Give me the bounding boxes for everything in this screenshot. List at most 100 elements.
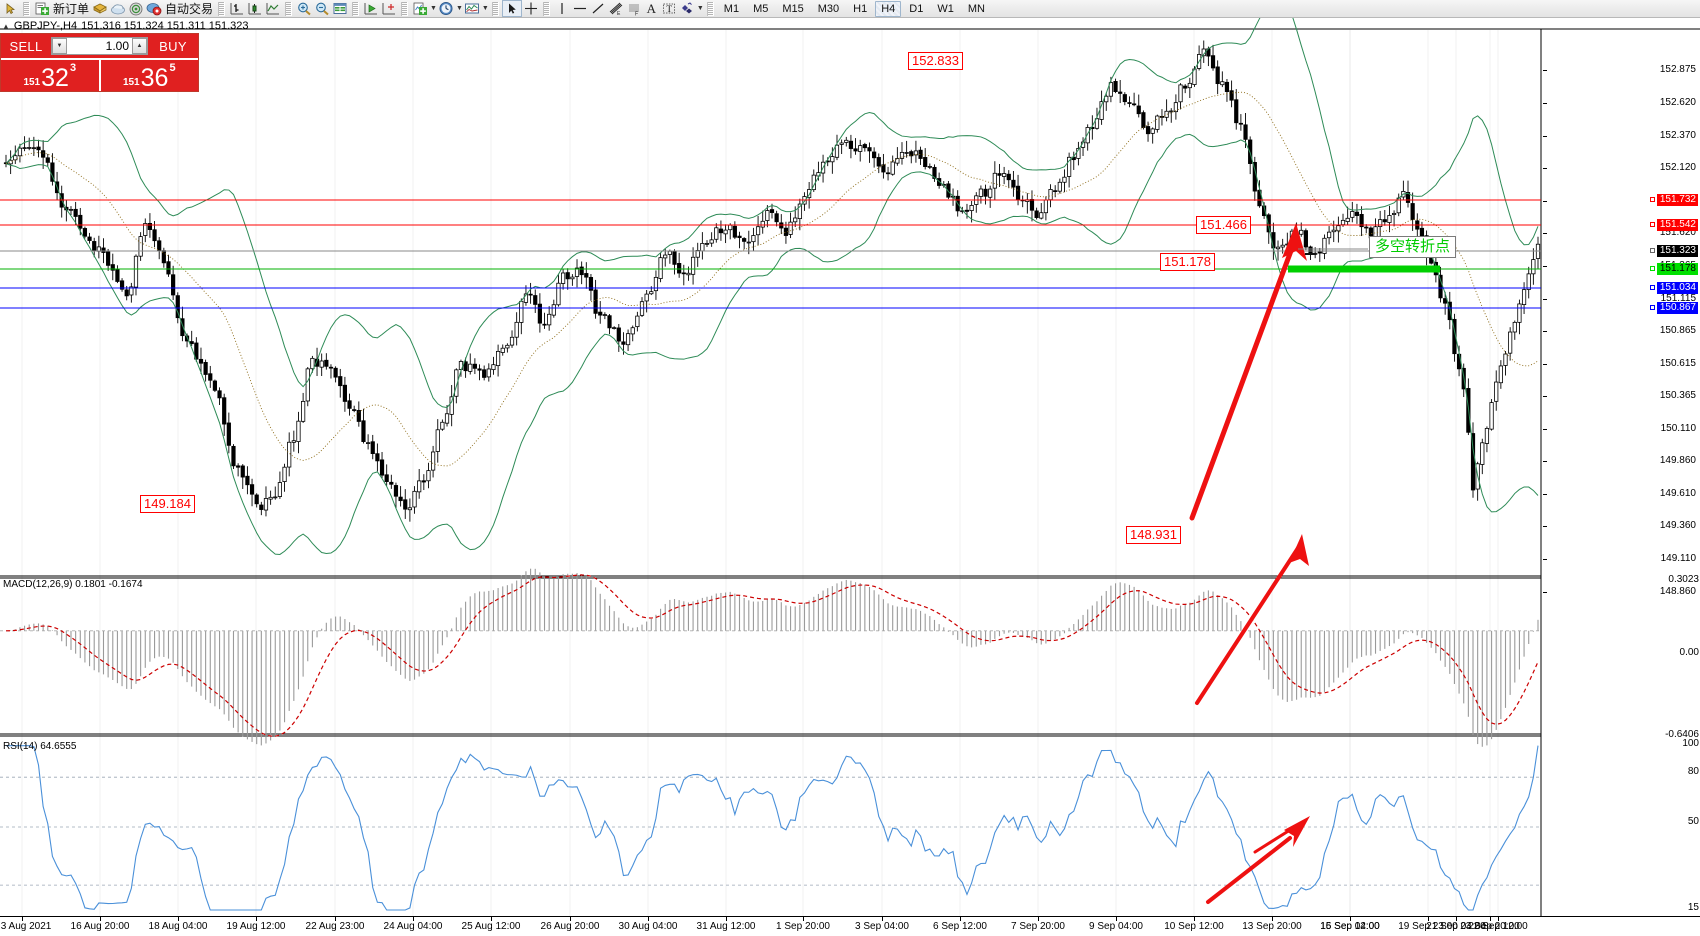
time-tick — [256, 917, 257, 921]
timeframe-h1[interactable]: H1 — [853, 2, 868, 15]
price-line-label-151178[interactable]: 151.178 — [1649, 263, 1698, 275]
annotation-151178[interactable]: 151.178 — [1160, 253, 1215, 271]
candlestick-chart-icon[interactable] — [246, 0, 264, 17]
trendline-icon[interactable] — [589, 0, 607, 17]
time-label: 16 Sep 12:00 — [1320, 921, 1380, 932]
template-dropdown-caret-icon[interactable]: ▼ — [481, 5, 489, 12]
price-tick-mark — [1543, 103, 1547, 104]
bid-price-label[interactable]: 151.323 — [1649, 245, 1698, 257]
vertical-line-icon[interactable] — [553, 0, 571, 17]
shapes-icon[interactable] — [678, 0, 696, 17]
annotation-low-149184[interactable]: 149.184 — [140, 495, 195, 513]
crosshair-icon[interactable] — [522, 0, 540, 17]
time-tick — [178, 917, 179, 921]
price-line-handle[interactable] — [1649, 222, 1655, 227]
timeframe-h4[interactable]: H4 — [875, 0, 902, 17]
price-line-label-151034[interactable]: 151.034 — [1649, 282, 1698, 294]
text-label-icon[interactable]: A — [646, 0, 657, 16]
add-indicator-icon[interactable] — [411, 0, 429, 17]
toolbar-separator-8 — [706, 1, 714, 16]
chart-shift-icon[interactable] — [380, 0, 398, 17]
data-grid-icon[interactable] — [331, 0, 349, 17]
zoom-in-icon[interactable] — [295, 0, 313, 17]
terminal-icon[interactable] — [91, 0, 109, 17]
collapse-arrow-icon[interactable]: ▲ — [2, 21, 10, 31]
annotation-151466[interactable]: 151.466 — [1196, 216, 1251, 234]
annotation-high-152833[interactable]: 152.833 — [908, 52, 963, 70]
line-chart-icon[interactable] — [264, 0, 282, 17]
auto-scroll-icon[interactable] — [362, 0, 380, 17]
sell-price-display[interactable]: 151 32 3 — [1, 58, 101, 91]
annotation-turning-point[interactable]: 多空转折点 — [1369, 236, 1457, 258]
timeframe-m1[interactable]: M1 — [723, 2, 740, 15]
volume-increase-icon[interactable]: ▲ — [132, 38, 147, 54]
price-tick-152620: 152.620 — [1659, 97, 1696, 108]
price-tick-mark — [1543, 233, 1547, 234]
timeframe-m30[interactable]: M30 — [817, 2, 840, 15]
time-label: 9 Sep 04:00 — [1089, 921, 1143, 932]
timeframe-mn[interactable]: MN — [967, 2, 985, 15]
timeframe-w1[interactable]: W1 — [937, 2, 954, 15]
price-line-handle[interactable] — [1649, 305, 1655, 310]
zoom-out-icon[interactable] — [313, 0, 331, 17]
toolbar-separator-2 — [218, 1, 226, 16]
template-icon[interactable] — [463, 0, 481, 17]
period-clock-icon[interactable] — [437, 0, 455, 17]
price-line-handle[interactable] — [1649, 266, 1655, 271]
new-order-icon[interactable] — [33, 0, 51, 17]
autotrading-icon[interactable] — [145, 0, 163, 17]
price-tick-mark — [1543, 168, 1547, 169]
sell-price-big: 32 — [41, 64, 69, 92]
market-watch-icon[interactable] — [109, 0, 127, 17]
time-tick — [803, 917, 804, 921]
rsi-level-50: 50 — [1687, 816, 1699, 827]
buy-price-display[interactable]: 151 36 5 — [100, 58, 198, 91]
text-box-icon[interactable]: T — [660, 0, 678, 17]
time-axis: 3 Aug 2021 16 Aug 20:00 18 Aug 04:00 19 Aug… — [0, 916, 1700, 936]
timeframe-m15[interactable]: M15 — [782, 2, 804, 15]
price-tick-mark — [1543, 331, 1547, 332]
buy-button[interactable]: BUY — [159, 38, 187, 54]
price-line-label-150867[interactable]: 150.867 — [1649, 302, 1698, 314]
equidistant-channel-icon[interactable]: E — [607, 0, 625, 17]
svg-text:E: E — [617, 11, 621, 16]
period-dropdown-caret-icon[interactable]: ▼ — [455, 5, 463, 12]
time-tick — [1272, 917, 1273, 921]
cursor-arrow-icon[interactable] — [501, 0, 522, 17]
price-line-handle[interactable] — [1649, 197, 1655, 202]
rsi-title: RSI(14) 64.6555 — [3, 741, 77, 752]
indicator-dropdown-caret-icon[interactable]: ▼ — [430, 5, 437, 12]
pointer-tool-icon[interactable] — [2, 0, 20, 17]
horizontal-line-icon[interactable] — [571, 0, 589, 17]
bar-chart-icon[interactable] — [228, 0, 246, 17]
volume-stepper[interactable]: ▼ 1.00 ▲ — [51, 37, 148, 55]
price-tick-150110: 150.110 — [1660, 423, 1696, 434]
time-label: 31 Aug 12:00 — [696, 921, 756, 932]
volume-value[interactable]: 1.00 — [105, 39, 129, 53]
price-line-handle[interactable] — [1649, 248, 1655, 253]
toolbar-separator-7 — [542, 1, 550, 16]
macd-title: MACD(12,26,9) 0.1801 -0.1674 — [3, 579, 143, 590]
annotation-low-148931[interactable]: 148.931 — [1126, 526, 1181, 544]
fibonacci-icon[interactable]: F — [625, 0, 643, 17]
shapes-dropdown-caret-icon[interactable]: ▼ — [696, 5, 704, 12]
price-line-label-151732[interactable]: 151.732 — [1649, 194, 1698, 206]
one-click-trading-panel[interactable]: SELL ▼ 1.00 ▲ BUY 151 32 3 151 36 5 — [0, 33, 199, 92]
autotrading-label[interactable]: 自动交易 — [165, 2, 214, 16]
price-line-label-151542[interactable]: 151.542 — [1649, 219, 1698, 231]
price-line-handle[interactable] — [1649, 285, 1655, 290]
macd-scale-bottom: -0.6406 — [1665, 729, 1699, 740]
sell-button[interactable]: SELL — [9, 38, 43, 54]
new-order-label[interactable]: 新订单 — [53, 2, 90, 16]
timeframe-d1[interactable]: D1 — [909, 2, 924, 15]
data-window-icon[interactable] — [127, 0, 145, 17]
time-tick — [648, 917, 649, 921]
octp-prices: 151 32 3 151 36 5 — [1, 58, 198, 91]
time-label: 19 Sep 23:00 — [1398, 921, 1458, 932]
chart-area[interactable]: ▲ GBPJPY-,H4 151.316 151.324 151.311 151… — [0, 18, 1700, 936]
price-tick-mark — [1543, 396, 1547, 397]
price-tick-mark — [1543, 136, 1547, 137]
timeframe-m5[interactable]: M5 — [753, 2, 769, 15]
price-tick-150365: 150.365 — [1659, 390, 1696, 401]
volume-decrease-icon[interactable]: ▼ — [52, 38, 67, 54]
